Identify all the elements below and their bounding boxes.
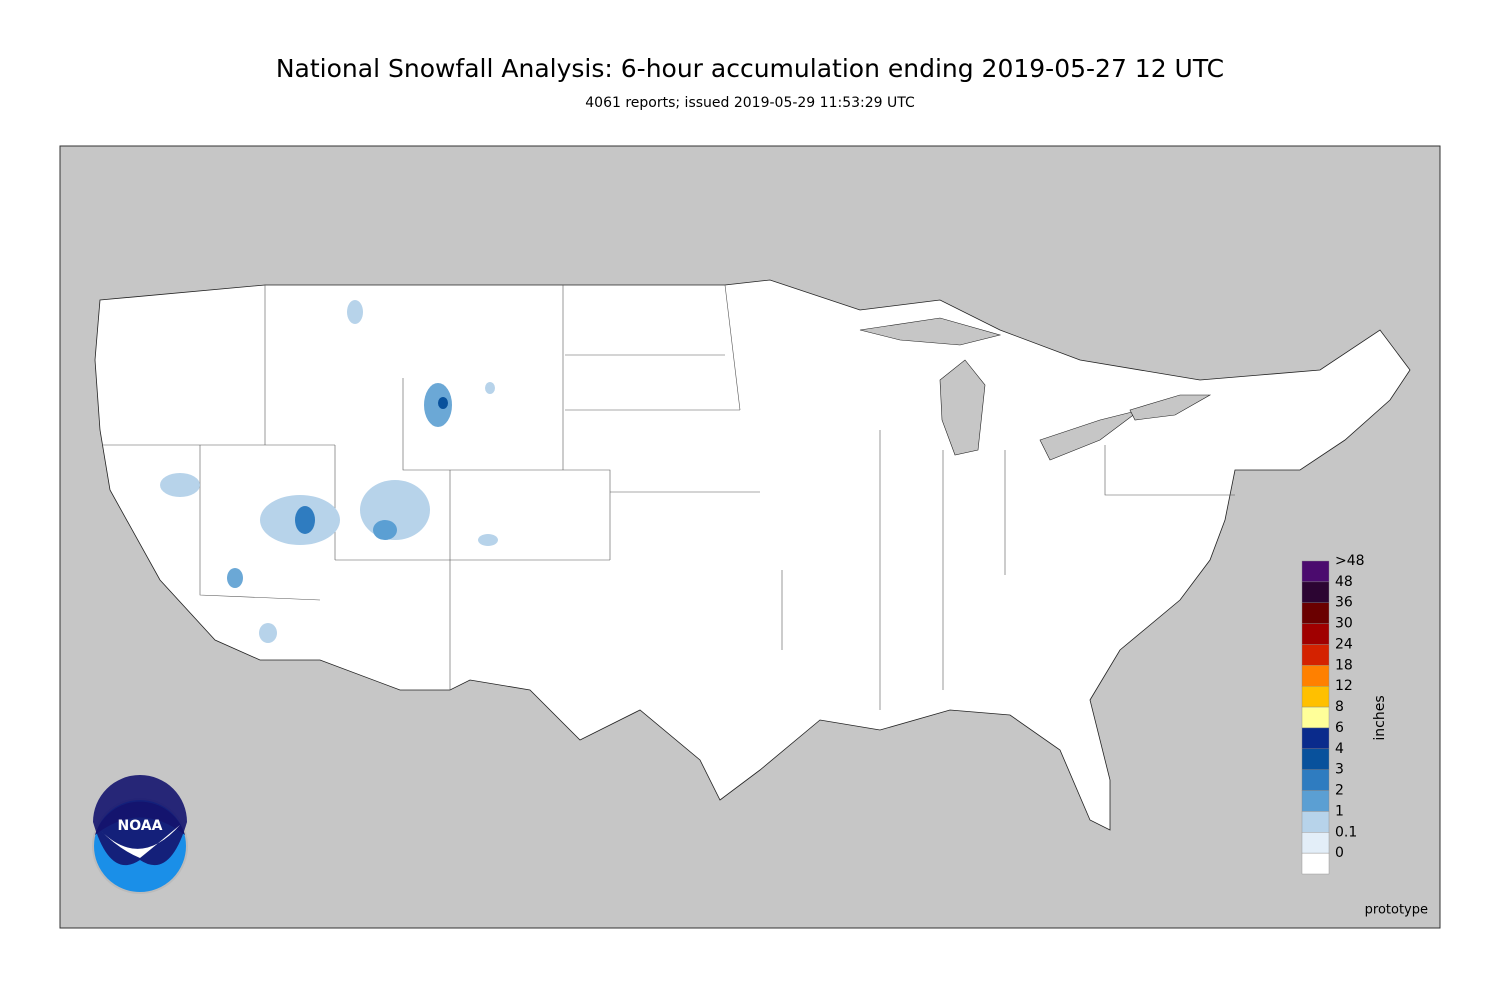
conus xyxy=(94,279,1411,831)
title: National Snowfall Analysis: 6-hour accum… xyxy=(276,54,1224,83)
footer-note: prototype xyxy=(1365,903,1428,918)
lake xyxy=(1129,394,1212,421)
colorbar-tick-label: 2 xyxy=(1335,783,1344,799)
colorbar-swatch xyxy=(1301,769,1330,791)
colorbar-tick-label: 18 xyxy=(1335,657,1353,673)
colorbar-tick-label: 3 xyxy=(1335,762,1344,778)
colorbar-swatch xyxy=(1301,602,1330,624)
lake xyxy=(859,317,1002,346)
colorbar-swatch xyxy=(1301,790,1330,812)
colorbar-tick-label: 48 xyxy=(1335,574,1353,590)
colorbar-swatch xyxy=(1301,811,1330,833)
colorbar-swatch xyxy=(1301,581,1330,603)
logo-text: NOAA xyxy=(118,818,163,834)
subtitle: 4061 reports; issued 2019-05-29 11:53:29… xyxy=(585,95,915,111)
colorbar-tick-label: >48 xyxy=(1335,553,1365,569)
colorbar-tick-label: 36 xyxy=(1335,595,1353,611)
colorbar-tick-label: 0 xyxy=(1335,845,1344,861)
lake xyxy=(939,359,986,456)
colorbar-swatch xyxy=(1301,686,1330,708)
snow-areas xyxy=(160,300,498,643)
colorbar-tick-label: 1 xyxy=(1335,803,1344,819)
colorbar-tick-label: 8 xyxy=(1335,699,1344,715)
colorbar-swatch xyxy=(1301,852,1330,875)
colorbar-tick-label: 4 xyxy=(1335,741,1344,757)
map xyxy=(59,145,1441,929)
colorbar-swatch xyxy=(1301,748,1330,770)
colorbar-tick-label: 0.1 xyxy=(1335,824,1357,840)
colorbar-swatch xyxy=(1301,727,1330,750)
colorbar-tick-label: 12 xyxy=(1335,678,1353,694)
lake xyxy=(1039,409,1141,461)
colorbar-swatch xyxy=(1301,644,1330,666)
state-lines xyxy=(102,284,1235,710)
colorbar-swatch xyxy=(1301,706,1330,729)
colorbar-tick-label: 6 xyxy=(1335,720,1344,736)
colorbar-label: inches xyxy=(1372,695,1388,740)
colorbar-swatch xyxy=(1301,665,1330,687)
colorbar-swatch xyxy=(1301,623,1330,645)
colorbar-swatch xyxy=(1301,560,1330,583)
colorbar: >48 48 36 30 24 18 12 8 6 4 3 2 1 0.1 0 xyxy=(1301,553,1365,875)
colorbar-swatch xyxy=(1301,832,1330,854)
noaa-logo: NOAA xyxy=(92,775,188,894)
colorbar-tick-label: 24 xyxy=(1335,636,1353,652)
colorbar-tick-label: 30 xyxy=(1335,616,1353,632)
